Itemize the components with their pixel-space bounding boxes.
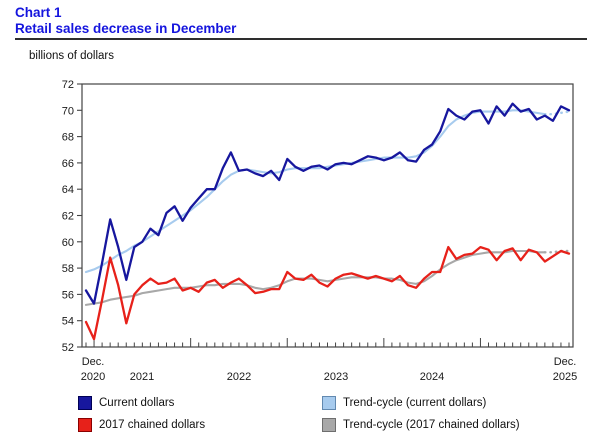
y-tick-label: 68: [62, 132, 74, 144]
y-tick-label: 56: [62, 289, 74, 301]
y-tick-label: 66: [62, 158, 74, 170]
legend-label-current-dollars: Current dollars: [99, 397, 175, 409]
legend-swatch-current-dollars: [78, 396, 92, 410]
x-label-start-year: 2020: [81, 371, 105, 383]
chart-number: Chart 1: [15, 5, 62, 20]
y-tick-label: 54: [62, 316, 74, 328]
legend-item-trend-chained: Trend-cycle (2017 chained dollars): [322, 418, 520, 432]
title-block: Chart 1 Retail sales decrease in Decembe…: [15, 5, 236, 37]
y-tick-label: 62: [62, 211, 74, 223]
y-axis-unit-label: billions of dollars: [29, 50, 115, 62]
legend-label-chained-dollars: 2017 chained dollars: [99, 419, 206, 431]
series-line-trend-cycle-current-dollars: [84, 109, 546, 274]
axes: 52 54 56 58 60 62 64 66 68 70 72: [62, 79, 574, 354]
x-label-2021: 2021: [130, 371, 154, 383]
series-line-2017-chained-dollars: [84, 245, 571, 341]
legend-label-trend-current: Trend-cycle (current dollars): [343, 397, 487, 409]
y-tick-label: 60: [62, 237, 74, 249]
legend-swatch-chained-dollars: [78, 418, 92, 432]
chart-title: Retail sales decrease in December: [15, 21, 237, 36]
plot-frame: [81, 83, 574, 348]
chart-canvas: 52 54 56 58 60 62 64 66 68 70 72 Dec. 2020 2021 20…: [62, 79, 577, 383]
x-label-end-year: 2025: [553, 371, 577, 383]
x-label-2022: 2022: [227, 371, 251, 383]
y-tick-label: 70: [62, 105, 74, 117]
legend-label-trend-chained: Trend-cycle (2017 chained dollars): [343, 419, 520, 431]
legend-item-trend-current: Trend-cycle (current dollars): [322, 396, 486, 410]
y-tick-label: 58: [62, 263, 74, 275]
legend-swatch-trend-current: [322, 396, 336, 410]
y-tick-label: 64: [62, 184, 74, 196]
x-label-start-month: Dec.: [82, 356, 105, 368]
series-line-trend-cycle-2017-chained-dollars-dotted-end: [543, 249, 571, 254]
legend-item-chained-dollars: 2017 chained dollars: [78, 418, 205, 432]
series-line-current-dollars: [84, 102, 571, 305]
y-tick-label: 52: [62, 342, 74, 354]
series-lines: [84, 102, 571, 341]
legend-swatch-trend-chained: [322, 418, 336, 432]
y-tick-label: 72: [62, 79, 74, 91]
x-label-end-month: Dec.: [554, 356, 577, 368]
legend-item-current-dollars: Current dollars: [78, 396, 174, 410]
title-rule: [15, 38, 587, 40]
x-label-2023: 2023: [324, 371, 348, 383]
x-axis-labels: Dec. 2020 2021 2022 2023 2024 Dec. 2025: [81, 356, 577, 383]
x-label-2024: 2024: [420, 371, 444, 383]
